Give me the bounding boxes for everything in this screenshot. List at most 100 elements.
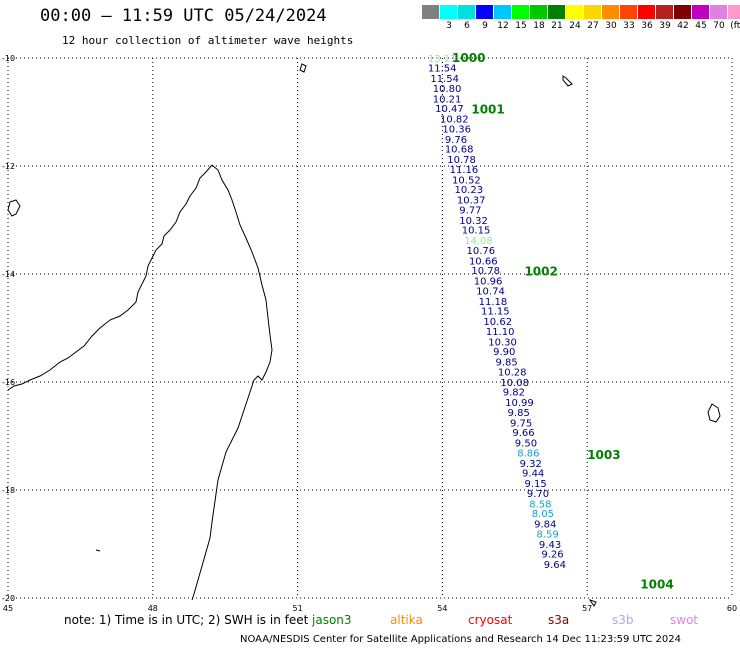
coastline bbox=[7, 63, 721, 607]
legend-swatch bbox=[656, 5, 674, 19]
lon-tick-label: 48 bbox=[148, 604, 158, 613]
wave-height-label: 10.62 bbox=[483, 317, 512, 328]
wave-height-label: 8.05 bbox=[532, 509, 554, 520]
wave-height-label: 9.82 bbox=[503, 388, 525, 399]
wave-observations: 13.1111.5411.5410.8010.2110.4710.8210.36… bbox=[428, 54, 566, 571]
legend-label: 21 bbox=[551, 21, 563, 31]
legend-label: 27 bbox=[587, 21, 599, 31]
wave-height-label: 8.58 bbox=[529, 500, 551, 511]
wave-height-label: 11.54 bbox=[428, 64, 457, 75]
wave-height-label: 10.74 bbox=[476, 287, 505, 298]
wave-height-label: 9.26 bbox=[541, 550, 563, 561]
wave-height-label: 10.32 bbox=[459, 216, 488, 227]
wave-height-label: 10.66 bbox=[469, 257, 498, 268]
legend-swatch bbox=[548, 5, 566, 19]
legend-label: 42 bbox=[677, 21, 689, 31]
page-subtitle: 12 hour collection of altimeter wave hei… bbox=[62, 34, 354, 47]
comoros-island bbox=[7, 199, 21, 217]
satellite-legend-item: s3a bbox=[548, 613, 570, 627]
wave-height-label: 10.68 bbox=[445, 145, 474, 156]
legend-swatch bbox=[566, 5, 584, 19]
wave-height-label: 9.77 bbox=[459, 206, 481, 217]
legend-label: 36 bbox=[641, 21, 653, 31]
wave-height-label: 10.76 bbox=[467, 246, 496, 257]
legend-swatch bbox=[584, 5, 602, 19]
legend-label: 30 bbox=[605, 21, 617, 31]
wave-height-label: 9.84 bbox=[534, 519, 556, 530]
legend-label: 15 bbox=[515, 21, 527, 31]
lat-tick-label: -20 bbox=[2, 594, 15, 603]
legend-swatch bbox=[602, 5, 620, 19]
wave-height-label: 14.08 bbox=[464, 236, 493, 247]
legend-label: 45 bbox=[695, 21, 707, 31]
lat-tick-label: -18 bbox=[2, 486, 15, 495]
wave-height-legend bbox=[422, 5, 740, 19]
mayotte-island bbox=[299, 63, 307, 73]
wave-height-label: 10.30 bbox=[488, 338, 517, 349]
legend-label: 24 bbox=[569, 21, 581, 31]
wave-height-label: 10.21 bbox=[433, 95, 462, 106]
wave-height-label: 11.10 bbox=[486, 327, 515, 338]
wave-height-label: 9.66 bbox=[512, 428, 534, 439]
wave-height-label: 10.99 bbox=[505, 398, 534, 409]
wave-height-label: 11.18 bbox=[479, 297, 508, 308]
lat-tick-label: -10 bbox=[2, 54, 15, 63]
legend-swatch bbox=[476, 5, 494, 19]
wave-height-label: 9.75 bbox=[510, 419, 532, 430]
wave-height-label: 9.15 bbox=[524, 479, 546, 490]
wave-height-label: 13.11 bbox=[428, 54, 457, 65]
lon-tick-label: 54 bbox=[437, 604, 447, 613]
lat-tick-label: -12 bbox=[2, 162, 15, 171]
wave-height-label: 10.23 bbox=[454, 185, 483, 196]
agalega-island bbox=[562, 75, 573, 87]
wave-height-label: 11.16 bbox=[450, 165, 479, 176]
satellite-legend-item: cryosat bbox=[468, 613, 513, 627]
wave-height-label: 10.37 bbox=[457, 195, 486, 206]
wave-height-label: 10.96 bbox=[474, 276, 503, 287]
legend-label: 33 bbox=[623, 21, 635, 31]
wave-height-label: 9.64 bbox=[544, 560, 566, 571]
wave-height-label: 10.36 bbox=[442, 125, 471, 136]
wave-height-label: 9.76 bbox=[445, 135, 467, 146]
wave-height-label: 9.85 bbox=[508, 408, 530, 419]
legend-swatch bbox=[458, 5, 476, 19]
legend-label: 70 bbox=[713, 21, 725, 31]
wave-height-label: 10.78 bbox=[471, 266, 500, 277]
legend-swatch bbox=[692, 5, 710, 19]
satellite-legend-item: s3b bbox=[612, 613, 634, 627]
wave-height-label: 8.86 bbox=[517, 449, 539, 460]
legend-label: 39 bbox=[659, 21, 671, 31]
pass-label: 1002 bbox=[524, 264, 557, 278]
legend-swatch bbox=[710, 5, 728, 19]
wave-height-label: 9.44 bbox=[522, 469, 544, 480]
wave-height-label: 9.90 bbox=[493, 347, 515, 358]
madagascar-coastline bbox=[191, 164, 273, 601]
wave-height-label: 9.85 bbox=[495, 357, 517, 368]
legend-swatch bbox=[440, 5, 458, 19]
legend-swatch bbox=[728, 5, 740, 19]
legend-label: 3 bbox=[446, 21, 452, 31]
satellite-pass-labels: 1000 1001 1002 1003 1004 bbox=[452, 51, 674, 592]
mauritius-island bbox=[707, 403, 721, 423]
lon-tick-label: 60 bbox=[727, 604, 737, 613]
legend-swatch bbox=[512, 5, 530, 19]
wave-height-label: 10.78 bbox=[447, 155, 476, 166]
legend-label: (ft) bbox=[730, 21, 740, 31]
wave-height-label: 10.80 bbox=[433, 84, 462, 95]
wave-height-label: 9.32 bbox=[520, 459, 542, 470]
pass-label: 1004 bbox=[640, 578, 673, 592]
wave-height-label: 9.43 bbox=[539, 540, 561, 551]
wave-height-label: 10.28 bbox=[498, 368, 527, 379]
wave-height-label: 9.50 bbox=[515, 438, 537, 449]
wave-height-label: 11.15 bbox=[481, 307, 510, 318]
footer-note: note: 1) Time is in UTC; 2) SWH is in fe… bbox=[64, 613, 309, 627]
legend-swatch bbox=[620, 5, 638, 19]
reef-islet bbox=[95, 549, 101, 552]
pass-label: 1003 bbox=[587, 448, 620, 462]
pass-label: 1000 bbox=[452, 51, 485, 65]
lon-tick-label: 57 bbox=[582, 604, 592, 613]
page-title: 00:00 — 11:59 UTC 05/24/2024 bbox=[40, 6, 327, 26]
legend-label: 12 bbox=[497, 21, 509, 31]
legend-swatch bbox=[674, 5, 692, 19]
